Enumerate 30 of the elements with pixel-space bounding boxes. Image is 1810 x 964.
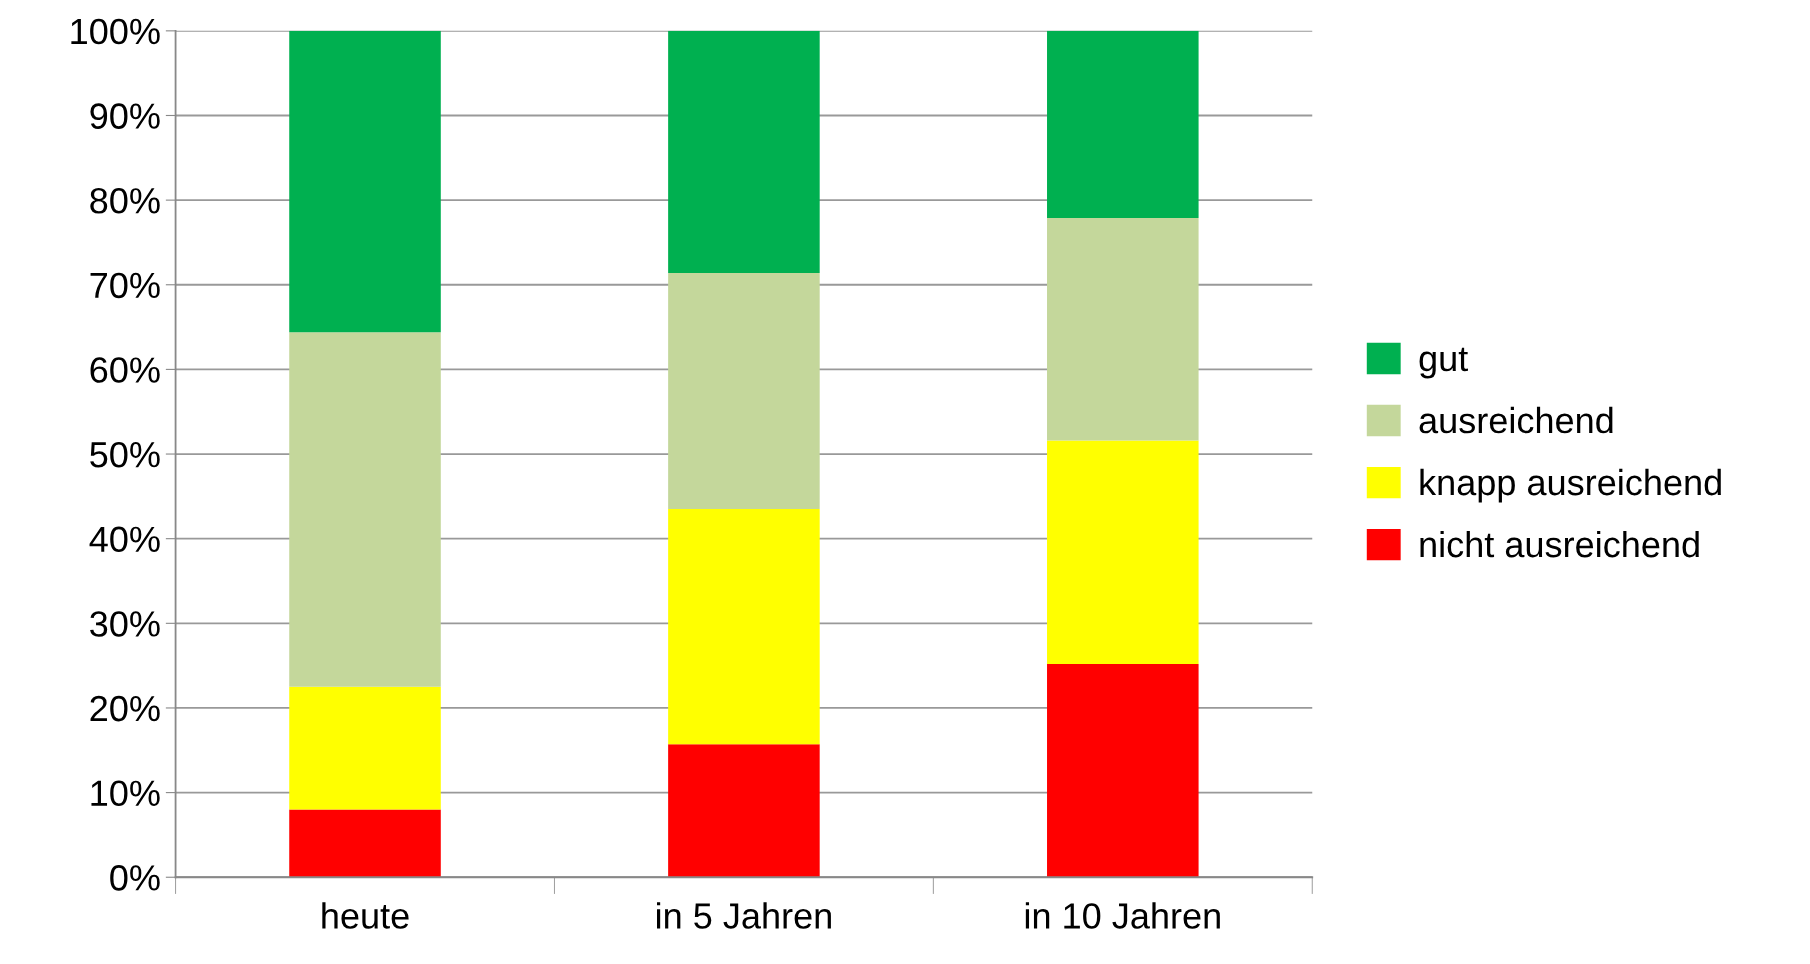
bar [289, 332, 441, 687]
bar [1047, 30, 1199, 218]
y-tick-label: 0% [110, 865, 160, 891]
bar [668, 272, 820, 510]
y-tick-label: 30% [90, 611, 160, 637]
y-tick-label: 20% [90, 695, 160, 722]
bar [1047, 217, 1199, 441]
legend-label: gut [1419, 347, 1468, 379]
y-tick-label: 60% [90, 357, 160, 383]
y-tick-label: 100% [71, 18, 160, 45]
bar [1047, 663, 1199, 878]
bar [289, 30, 441, 333]
bar [289, 686, 441, 810]
y-tick-label: 40% [89, 526, 160, 553]
y-tick-label: 80% [90, 188, 160, 214]
x-tick-label: heute [322, 902, 409, 929]
bar [668, 744, 820, 878]
bar [668, 509, 820, 745]
bar [668, 30, 820, 273]
y-tick-label: 10% [91, 780, 160, 807]
y-tick-label: 90% [90, 103, 160, 129]
bar [1047, 440, 1199, 664]
x-tick-label: in 5 Jahren [657, 902, 831, 929]
bar [289, 809, 441, 878]
legend-label: knapp ausreichend [1420, 468, 1721, 503]
legend-label: ausreichend [1419, 406, 1613, 434]
x-tick-label: in 10 Jahren [1025, 902, 1220, 929]
y-tick-label: 50% [90, 441, 160, 468]
y-tick-label: 70% [90, 272, 160, 299]
legend-label: nicht ausreichend [1420, 530, 1699, 558]
